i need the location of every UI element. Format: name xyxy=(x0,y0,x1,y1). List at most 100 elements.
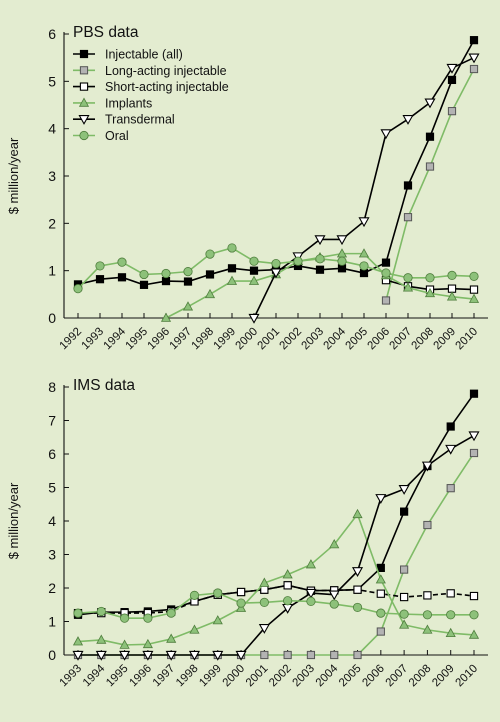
data-point xyxy=(142,650,154,661)
data-point xyxy=(226,275,238,285)
data-point xyxy=(248,275,260,285)
data-point xyxy=(425,162,435,171)
y-tick-label: 4 xyxy=(48,121,56,137)
data-point xyxy=(306,596,316,607)
data-point xyxy=(205,249,215,259)
legend-marker xyxy=(78,97,90,107)
series-oral xyxy=(73,243,479,294)
data-point xyxy=(258,624,270,634)
y-tick-label: 0 xyxy=(48,647,56,663)
y-tick-label: 6 xyxy=(48,26,56,42)
data-point xyxy=(330,650,339,660)
legend-marker xyxy=(78,115,90,125)
data-point xyxy=(227,243,237,253)
data-point xyxy=(119,650,131,661)
data-point xyxy=(161,268,171,279)
series-line xyxy=(77,513,475,646)
data-point xyxy=(189,624,200,634)
data-point xyxy=(375,494,387,504)
data-point xyxy=(336,235,348,246)
legend-label: Implants xyxy=(105,96,152,110)
data-point xyxy=(283,596,293,606)
legend-marker xyxy=(79,130,89,141)
data-point xyxy=(189,590,200,600)
data-point xyxy=(376,589,385,598)
data-point xyxy=(212,650,224,661)
data-point xyxy=(423,520,432,530)
legend-item-long-acting-injectable: Long-acting injectable xyxy=(73,64,227,78)
data-point xyxy=(447,284,457,293)
data-point xyxy=(329,539,340,549)
legend-label: Injectable (all) xyxy=(105,48,183,62)
data-point xyxy=(375,574,386,584)
data-point xyxy=(96,634,107,644)
data-point xyxy=(402,115,414,125)
series-implants xyxy=(72,508,480,649)
data-point xyxy=(337,256,347,266)
data-point xyxy=(468,431,480,442)
data-point xyxy=(227,264,237,273)
series-transdermal xyxy=(72,431,480,661)
data-point xyxy=(305,588,317,599)
data-point xyxy=(403,181,413,190)
y-axis-label: $ million/year xyxy=(6,482,21,559)
data-point xyxy=(139,269,149,280)
y-tick-label: 3 xyxy=(48,547,56,563)
y-tick-label: 3 xyxy=(48,168,56,184)
data-point xyxy=(358,248,370,258)
data-point xyxy=(248,313,260,324)
data-point xyxy=(213,588,223,598)
data-point xyxy=(235,650,247,661)
data-point xyxy=(305,559,317,569)
data-point xyxy=(352,602,363,613)
data-point xyxy=(446,589,455,598)
data-point xyxy=(398,485,410,495)
data-point xyxy=(139,280,149,289)
data-point xyxy=(72,650,84,661)
legend-item-transdermal: Transdermal xyxy=(73,113,175,127)
data-point xyxy=(446,63,458,74)
data-point xyxy=(315,254,325,264)
data-point xyxy=(260,585,269,594)
data-point xyxy=(376,608,386,618)
data-point xyxy=(358,217,370,228)
data-point xyxy=(402,282,414,292)
data-point xyxy=(469,285,479,294)
data-point xyxy=(95,275,105,284)
y-tick-label: 1 xyxy=(48,614,56,630)
data-point xyxy=(353,650,362,660)
data-point xyxy=(421,461,433,472)
data-point xyxy=(166,608,176,618)
legend-label: Oral xyxy=(105,129,129,143)
data-point xyxy=(270,268,282,279)
data-point xyxy=(314,235,326,246)
data-point xyxy=(400,565,409,574)
data-point xyxy=(469,591,479,601)
data-point xyxy=(399,592,409,602)
data-point xyxy=(469,389,479,398)
data-point xyxy=(423,591,432,600)
data-point xyxy=(283,650,292,660)
data-point xyxy=(381,258,391,267)
data-point xyxy=(236,598,246,608)
data-point xyxy=(271,258,281,269)
data-point xyxy=(468,293,480,303)
data-point xyxy=(259,577,270,587)
data-point xyxy=(380,129,392,140)
data-point xyxy=(447,270,457,280)
data-point xyxy=(399,619,410,629)
data-point xyxy=(96,606,106,617)
data-point xyxy=(422,610,433,620)
data-point xyxy=(119,613,130,623)
legend-marker xyxy=(79,49,89,59)
legend: Injectable (all) Long-acting injectable Sh… xyxy=(73,48,229,143)
data-point xyxy=(259,597,269,608)
data-point xyxy=(352,508,363,519)
data-point xyxy=(424,287,436,298)
data-point xyxy=(445,444,457,455)
data-point xyxy=(188,650,201,661)
data-point xyxy=(119,639,130,649)
legend-item-oral: Oral xyxy=(73,129,129,143)
data-point xyxy=(400,507,409,516)
y-tick-label: 5 xyxy=(48,480,56,496)
